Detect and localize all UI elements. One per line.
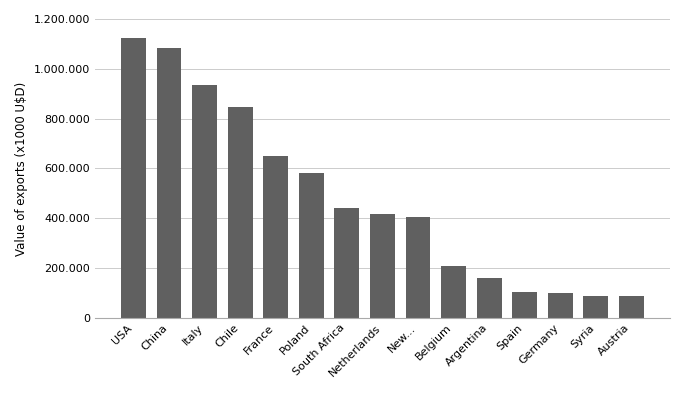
Bar	[619, 296, 644, 318]
Bar	[406, 217, 430, 318]
Y-axis label: Value of exports (x1000 U$D): Value of exports (x1000 U$D)	[15, 81, 28, 255]
Bar	[370, 215, 395, 318]
Bar	[548, 294, 573, 318]
Bar	[334, 208, 359, 318]
Bar	[299, 173, 324, 318]
Bar	[156, 48, 182, 318]
Bar	[584, 296, 608, 318]
Bar	[121, 38, 146, 318]
Bar	[263, 156, 288, 318]
Bar	[441, 266, 466, 318]
Bar	[192, 85, 217, 318]
Bar	[512, 292, 537, 318]
Bar	[477, 279, 501, 318]
Bar	[227, 107, 253, 318]
